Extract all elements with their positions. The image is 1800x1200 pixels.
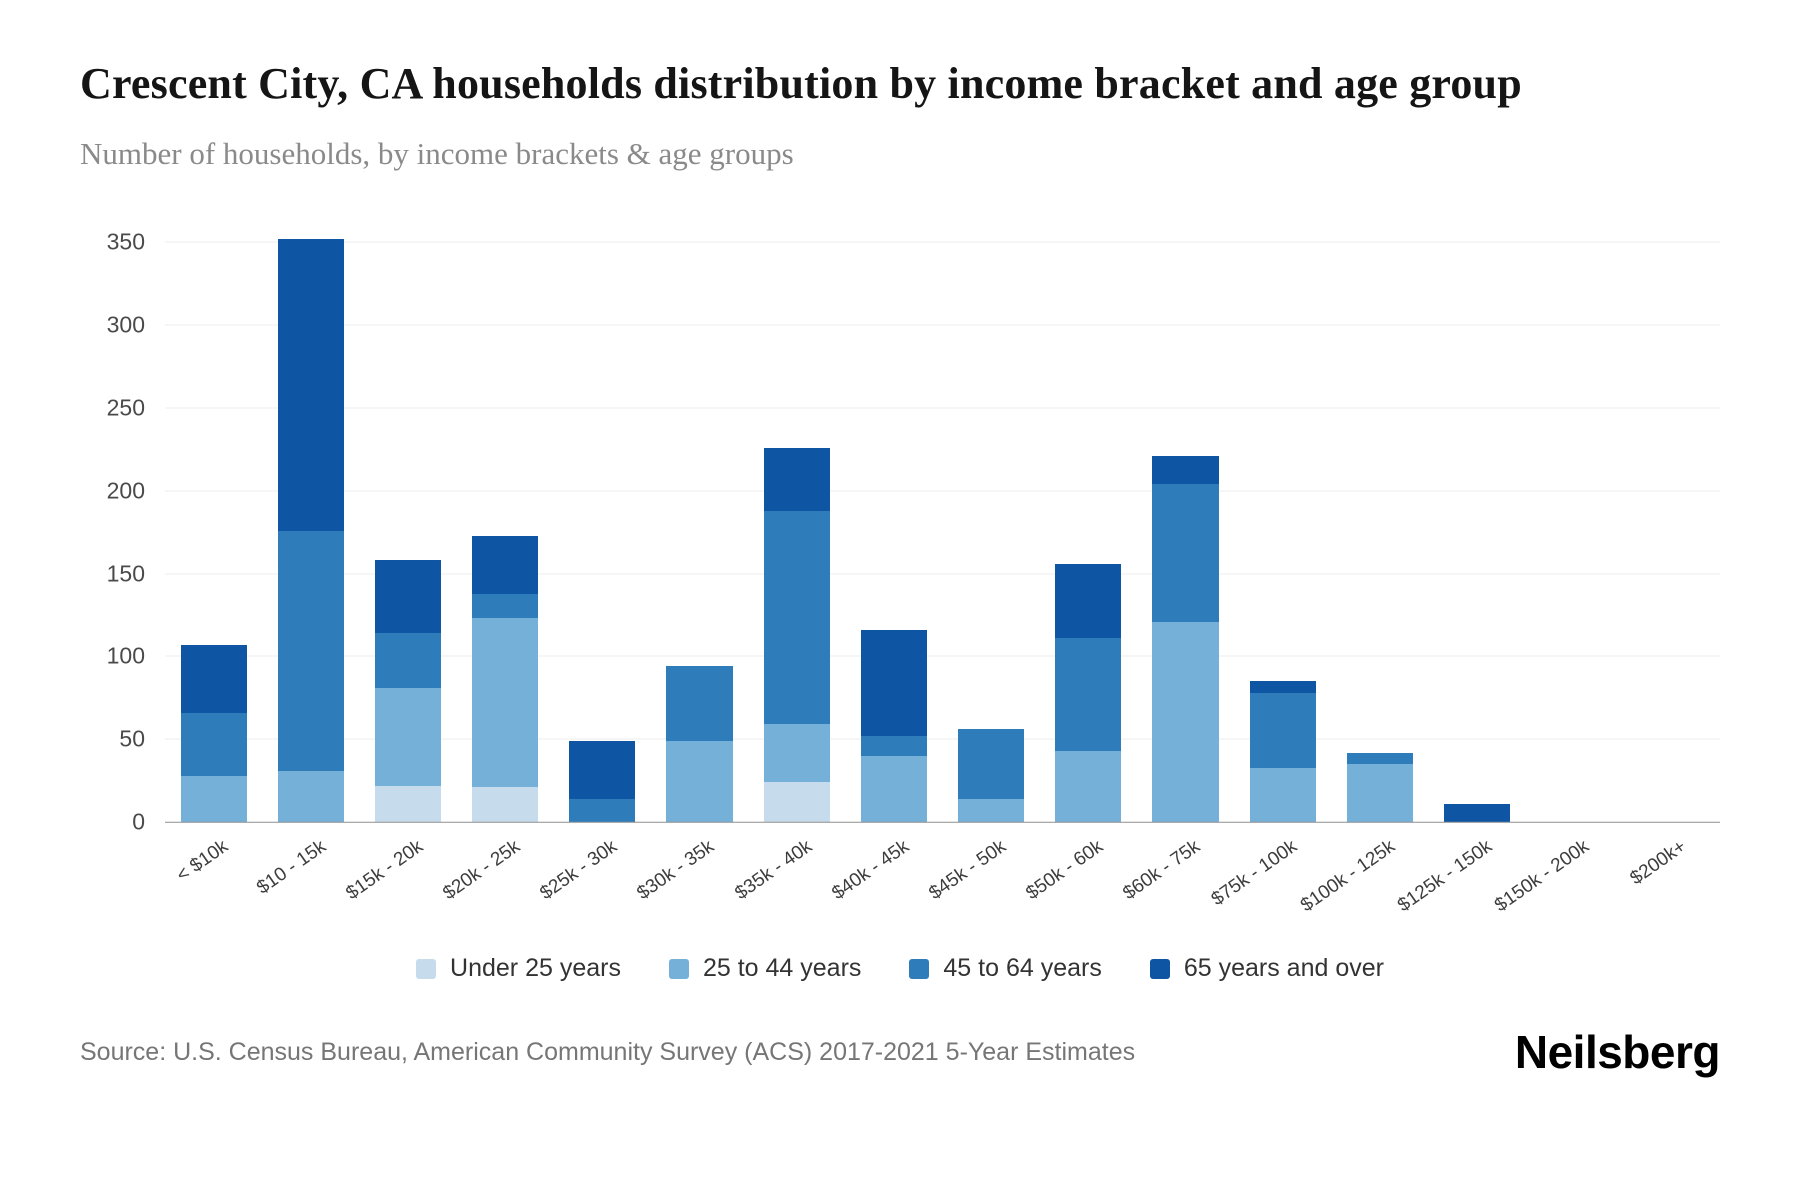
bar-segment: [1152, 455, 1219, 485]
y-tick-label: 100: [106, 642, 145, 669]
bar-segment: [1055, 638, 1122, 751]
x-tick-label: $25k - 30k: [536, 836, 622, 905]
gridline: [165, 407, 1720, 409]
bar-segment: [763, 782, 830, 823]
bar-segment: [1346, 752, 1413, 765]
y-tick-label: 350: [106, 228, 145, 255]
gridline: [165, 738, 1720, 740]
gridline: [165, 655, 1720, 657]
y-tick-label: 250: [106, 394, 145, 421]
bar-segment: [1249, 767, 1316, 823]
bar-segment: [1055, 750, 1122, 823]
bar-segment: [569, 741, 636, 799]
x-tick-label: $150k - 200k: [1491, 836, 1594, 917]
bar-segment: [472, 593, 539, 619]
bar-segment: [666, 666, 733, 741]
bar-segment: [569, 799, 636, 823]
y-tick-label: 0: [132, 808, 145, 835]
bar-segment: [860, 755, 927, 823]
x-tick-label: $20k - 25k: [439, 836, 524, 905]
legend-label: 65 years and over: [1183, 954, 1384, 983]
legend-label: Under 25 years: [450, 954, 621, 983]
bar-segment: [860, 629, 927, 737]
legend-swatch: [909, 958, 930, 979]
bar-segment: [1055, 563, 1122, 639]
legend-item: Under 25 years: [416, 954, 621, 983]
source-note: Source: U.S. Census Bureau, American Com…: [80, 1037, 1136, 1066]
gridline: [165, 573, 1720, 575]
x-tick-label: $125k - 150k: [1393, 836, 1496, 917]
legend-item: 25 to 44 years: [668, 954, 862, 983]
x-tick-label: $30k - 35k: [633, 836, 719, 905]
bar-segment: [277, 530, 344, 771]
bar-segment: [1443, 803, 1511, 823]
bar-segment: [1152, 621, 1219, 823]
x-tick-label: $75k - 100k: [1208, 836, 1302, 911]
legend-swatch: [416, 958, 437, 979]
bar-segment: [472, 787, 539, 823]
x-tick-label: $50k - 60k: [1022, 836, 1108, 905]
plot-area: 0 50 100 150 200 250 300 350 < $10k $10 - 15k $15k…: [107, 230, 1720, 916]
bar-segment: [180, 644, 247, 713]
gridline: [165, 490, 1720, 492]
legend-swatch: [668, 958, 689, 979]
bar-segment: [1249, 692, 1316, 768]
bar-segment: [763, 510, 830, 725]
bar-segment: [180, 712, 247, 776]
bar-segment: [374, 633, 441, 688]
y-tick-label: 200: [106, 477, 145, 504]
legend-label: 25 to 44 years: [702, 954, 862, 983]
chart-subtitle: Number of households, by income brackets…: [80, 136, 794, 172]
bar-segment: [374, 560, 441, 634]
legend-item: 65 years and over: [1149, 954, 1384, 983]
x-tick-label: $100k - 125k: [1296, 836, 1399, 917]
stacked-bar-chart: 0 50 100 150 200 250 300 350 < $10k $10 - 15k $15k…: [80, 230, 1720, 916]
bar-segment: [666, 741, 733, 823]
bar-segment: [1249, 681, 1316, 693]
x-tick-label: $15k - 20k: [342, 836, 427, 905]
bar-segment: [180, 775, 247, 823]
y-tick-label: 300: [106, 311, 145, 338]
x-tick-label: $60k - 75k: [1119, 836, 1205, 905]
legend-swatch: [1149, 958, 1170, 979]
bar-segment: [1152, 484, 1219, 622]
y-tick-label: 50: [119, 725, 145, 752]
x-axis-line: [165, 821, 1720, 823]
bar-segment: [958, 729, 1025, 799]
bar-segment: [374, 687, 441, 786]
x-tick-label: $10 - 15k: [252, 836, 330, 899]
bar-segment: [277, 770, 344, 823]
bar-segment: [472, 535, 539, 594]
bar-segment: [763, 724, 830, 783]
bar-segment: [763, 447, 830, 511]
neilsberg-logo: Neilsberg: [1514, 1026, 1721, 1079]
legend-label: 45 to 64 years: [943, 954, 1102, 983]
chart-legend: Under 25 years 25 to 44 years 45 to 64 yea…: [80, 954, 1720, 983]
bar-segment: [958, 799, 1025, 823]
chart-title: Crescent City, CA households distributio…: [80, 59, 1522, 108]
gridline: [165, 324, 1720, 326]
x-tick-label: $45k - 50k: [925, 836, 1010, 905]
x-tick-label: $200k+: [1626, 836, 1691, 890]
page: Crescent City, CA households distributio…: [80, 59, 1721, 1079]
bar-segment: [472, 618, 539, 788]
bar-segment: [277, 238, 344, 531]
bar-segment: [860, 736, 927, 756]
x-tick-label: $40k - 45k: [828, 836, 913, 905]
y-tick-label: 150: [106, 560, 145, 587]
x-tick-label: < $10k: [173, 836, 233, 887]
gridline: [165, 241, 1720, 243]
legend-item: 45 to 64 years: [909, 954, 1102, 983]
bar-segment: [374, 785, 441, 823]
footer: Source: U.S. Census Bureau, American Com…: [80, 1025, 1721, 1079]
bar-segment: [1346, 764, 1413, 823]
x-tick-label: $35k - 40k: [730, 836, 816, 905]
